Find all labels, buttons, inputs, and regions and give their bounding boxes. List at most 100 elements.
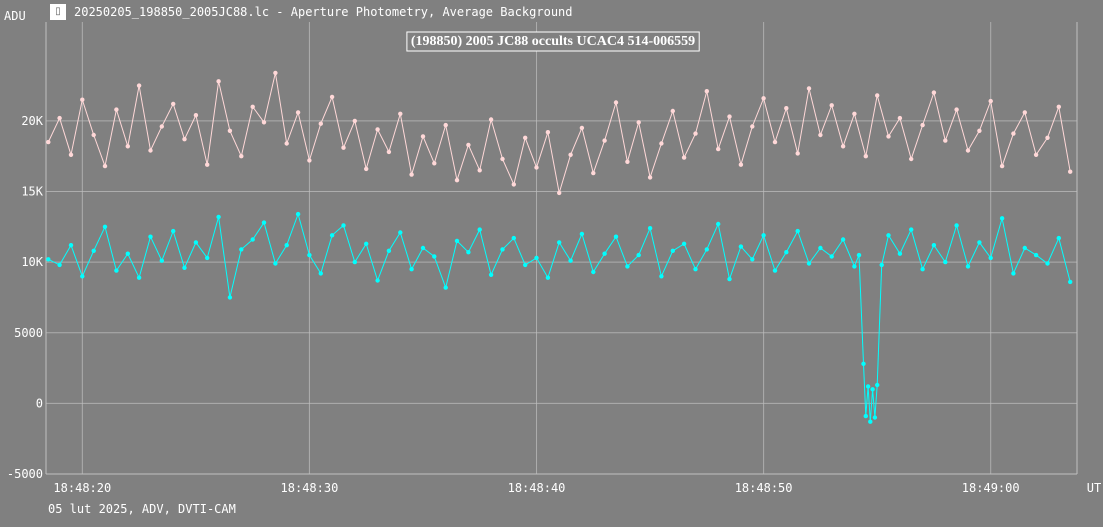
x-axis-label: UT — [1087, 481, 1101, 495]
data-point-target — [534, 255, 539, 261]
data-point-comparison — [171, 101, 176, 107]
data-point-comparison — [352, 118, 357, 124]
data-point-target — [1045, 261, 1050, 266]
data-point-target — [159, 258, 164, 263]
data-point-target — [136, 275, 142, 280]
data-point-target — [261, 220, 267, 225]
data-point-comparison — [761, 96, 766, 101]
data-point-target — [239, 247, 244, 252]
series-comparison — [46, 70, 1073, 196]
data-point-comparison — [818, 132, 823, 138]
data-point-target — [999, 216, 1005, 221]
data-point-comparison — [477, 168, 482, 173]
data-point-target — [602, 251, 607, 256]
data-point-comparison — [511, 182, 516, 187]
data-point-comparison — [239, 154, 244, 159]
data-point-comparison — [977, 128, 982, 133]
data-point-comparison — [750, 124, 755, 129]
data-point-target — [613, 234, 619, 239]
data-point-comparison — [647, 175, 653, 180]
chart-title: (198850) 2005 JC88 occults UCAC4 514-006… — [411, 34, 695, 49]
data-point-target — [443, 285, 448, 290]
series-line-comparison — [47, 72, 1071, 194]
chart-title-box: (198850) 2005 JC88 occults UCAC4 514-006… — [406, 31, 700, 52]
data-point-target — [125, 251, 130, 256]
data-point-target — [897, 251, 903, 256]
footer-info: 05 lut 2025, ADV, DVTI-CAM — [48, 502, 236, 516]
data-point-target — [250, 237, 255, 242]
y-tick-label: 15K — [21, 185, 43, 199]
data-point-comparison — [46, 139, 51, 145]
x-tick-label: 18:48:20 — [53, 481, 111, 495]
data-point-comparison — [557, 190, 562, 196]
data-point-comparison — [409, 172, 414, 177]
data-point-target — [806, 261, 812, 266]
data-point-target — [591, 269, 596, 275]
data-point-target — [840, 237, 846, 242]
data-point-target — [227, 295, 233, 300]
data-point-target — [171, 228, 176, 234]
data-point-target — [988, 255, 993, 261]
data-point-target — [868, 419, 873, 424]
data-point-comparison — [432, 161, 437, 166]
data-point-target — [284, 243, 289, 248]
data-point-comparison — [1068, 169, 1073, 174]
y-tick-label: 20K — [21, 114, 43, 128]
data-point-comparison — [68, 152, 74, 157]
data-point-comparison — [57, 115, 62, 121]
data-point-comparison — [216, 79, 221, 84]
data-point-comparison — [579, 125, 585, 131]
data-point-target — [670, 248, 675, 253]
data-point-comparison — [727, 114, 732, 119]
data-point-target — [114, 268, 119, 273]
data-point-target — [1022, 245, 1027, 251]
data-point-comparison — [602, 138, 607, 143]
data-point-comparison — [341, 145, 346, 150]
data-point-comparison — [364, 166, 369, 172]
data-point-comparison — [125, 144, 130, 149]
data-point-target — [102, 224, 108, 229]
data-point-target — [420, 245, 426, 251]
data-point-comparison — [806, 86, 812, 91]
series-line-target — [48, 212, 1071, 422]
data-point-comparison — [943, 138, 948, 143]
data-point-target — [523, 262, 528, 268]
data-point-comparison — [1033, 152, 1039, 157]
data-point-comparison — [704, 89, 709, 94]
data-point-comparison — [182, 137, 187, 142]
data-point-comparison — [375, 127, 380, 132]
data-point-comparison — [999, 163, 1005, 169]
data-point-target — [750, 257, 755, 262]
light-curve-icon: ▯ — [50, 4, 66, 20]
data-point-comparison — [1045, 135, 1050, 140]
y-tick-label: 5000 — [14, 326, 43, 340]
data-point-target — [500, 247, 505, 252]
data-point-target — [727, 276, 732, 282]
data-point-target — [704, 247, 709, 252]
data-point-comparison — [284, 141, 289, 146]
data-point-comparison — [965, 148, 971, 153]
x-tick-label: 18:48:40 — [508, 481, 566, 495]
data-point-comparison — [318, 121, 323, 126]
x-tick-label: 18:49:00 — [962, 481, 1020, 495]
data-point-comparison — [500, 156, 505, 162]
data-point-target — [318, 271, 323, 276]
data-point-comparison — [261, 120, 267, 125]
data-point-comparison — [545, 130, 551, 135]
data-point-target — [875, 382, 880, 388]
data-point-target — [784, 250, 789, 255]
data-point-comparison — [875, 93, 880, 98]
data-point-target — [647, 226, 653, 231]
data-point-target — [943, 259, 948, 265]
data-point-target — [909, 227, 914, 232]
data-point-comparison — [114, 107, 119, 112]
data-point-comparison — [1056, 104, 1062, 110]
data-point-target — [872, 415, 878, 420]
data-point-target — [545, 275, 551, 280]
y-tick-label: 10K — [21, 255, 43, 269]
data-point-comparison — [568, 152, 573, 157]
data-point-comparison — [988, 98, 993, 104]
data-point-target — [681, 241, 687, 246]
